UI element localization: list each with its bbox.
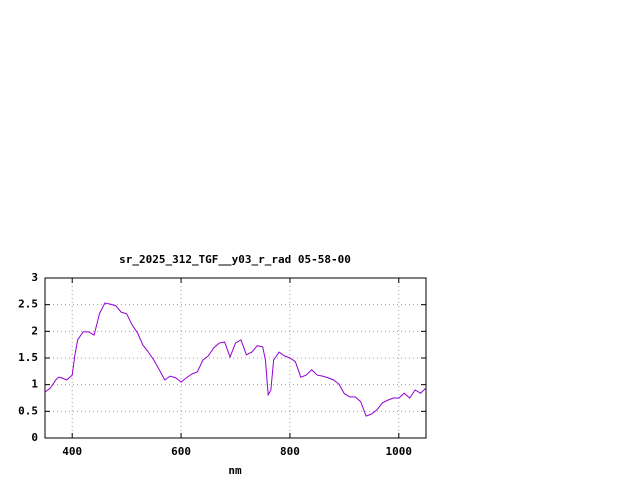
chart-title: sr_2025_312_TGF__y03_r_rad 05-58-00: [119, 253, 351, 266]
x-tick-label: 400: [62, 445, 82, 458]
y-tick-label: 0.5: [18, 404, 38, 417]
y-tick-label: 1: [31, 378, 38, 391]
plot-border: [44, 277, 427, 439]
data-line: [44, 302, 427, 417]
y-tick-label: 0: [31, 431, 38, 444]
x-tick-label: 600: [171, 445, 191, 458]
x-tick-label: 1000: [386, 445, 413, 458]
x-axis-label: nm: [228, 464, 242, 477]
x-tick-label: 800: [280, 445, 300, 458]
y-tick-label: 2: [31, 324, 38, 337]
y-tick-label: 2.5: [18, 298, 38, 311]
y-tick-label: 1.5: [18, 351, 38, 364]
y-tick-label: 3: [31, 271, 38, 284]
